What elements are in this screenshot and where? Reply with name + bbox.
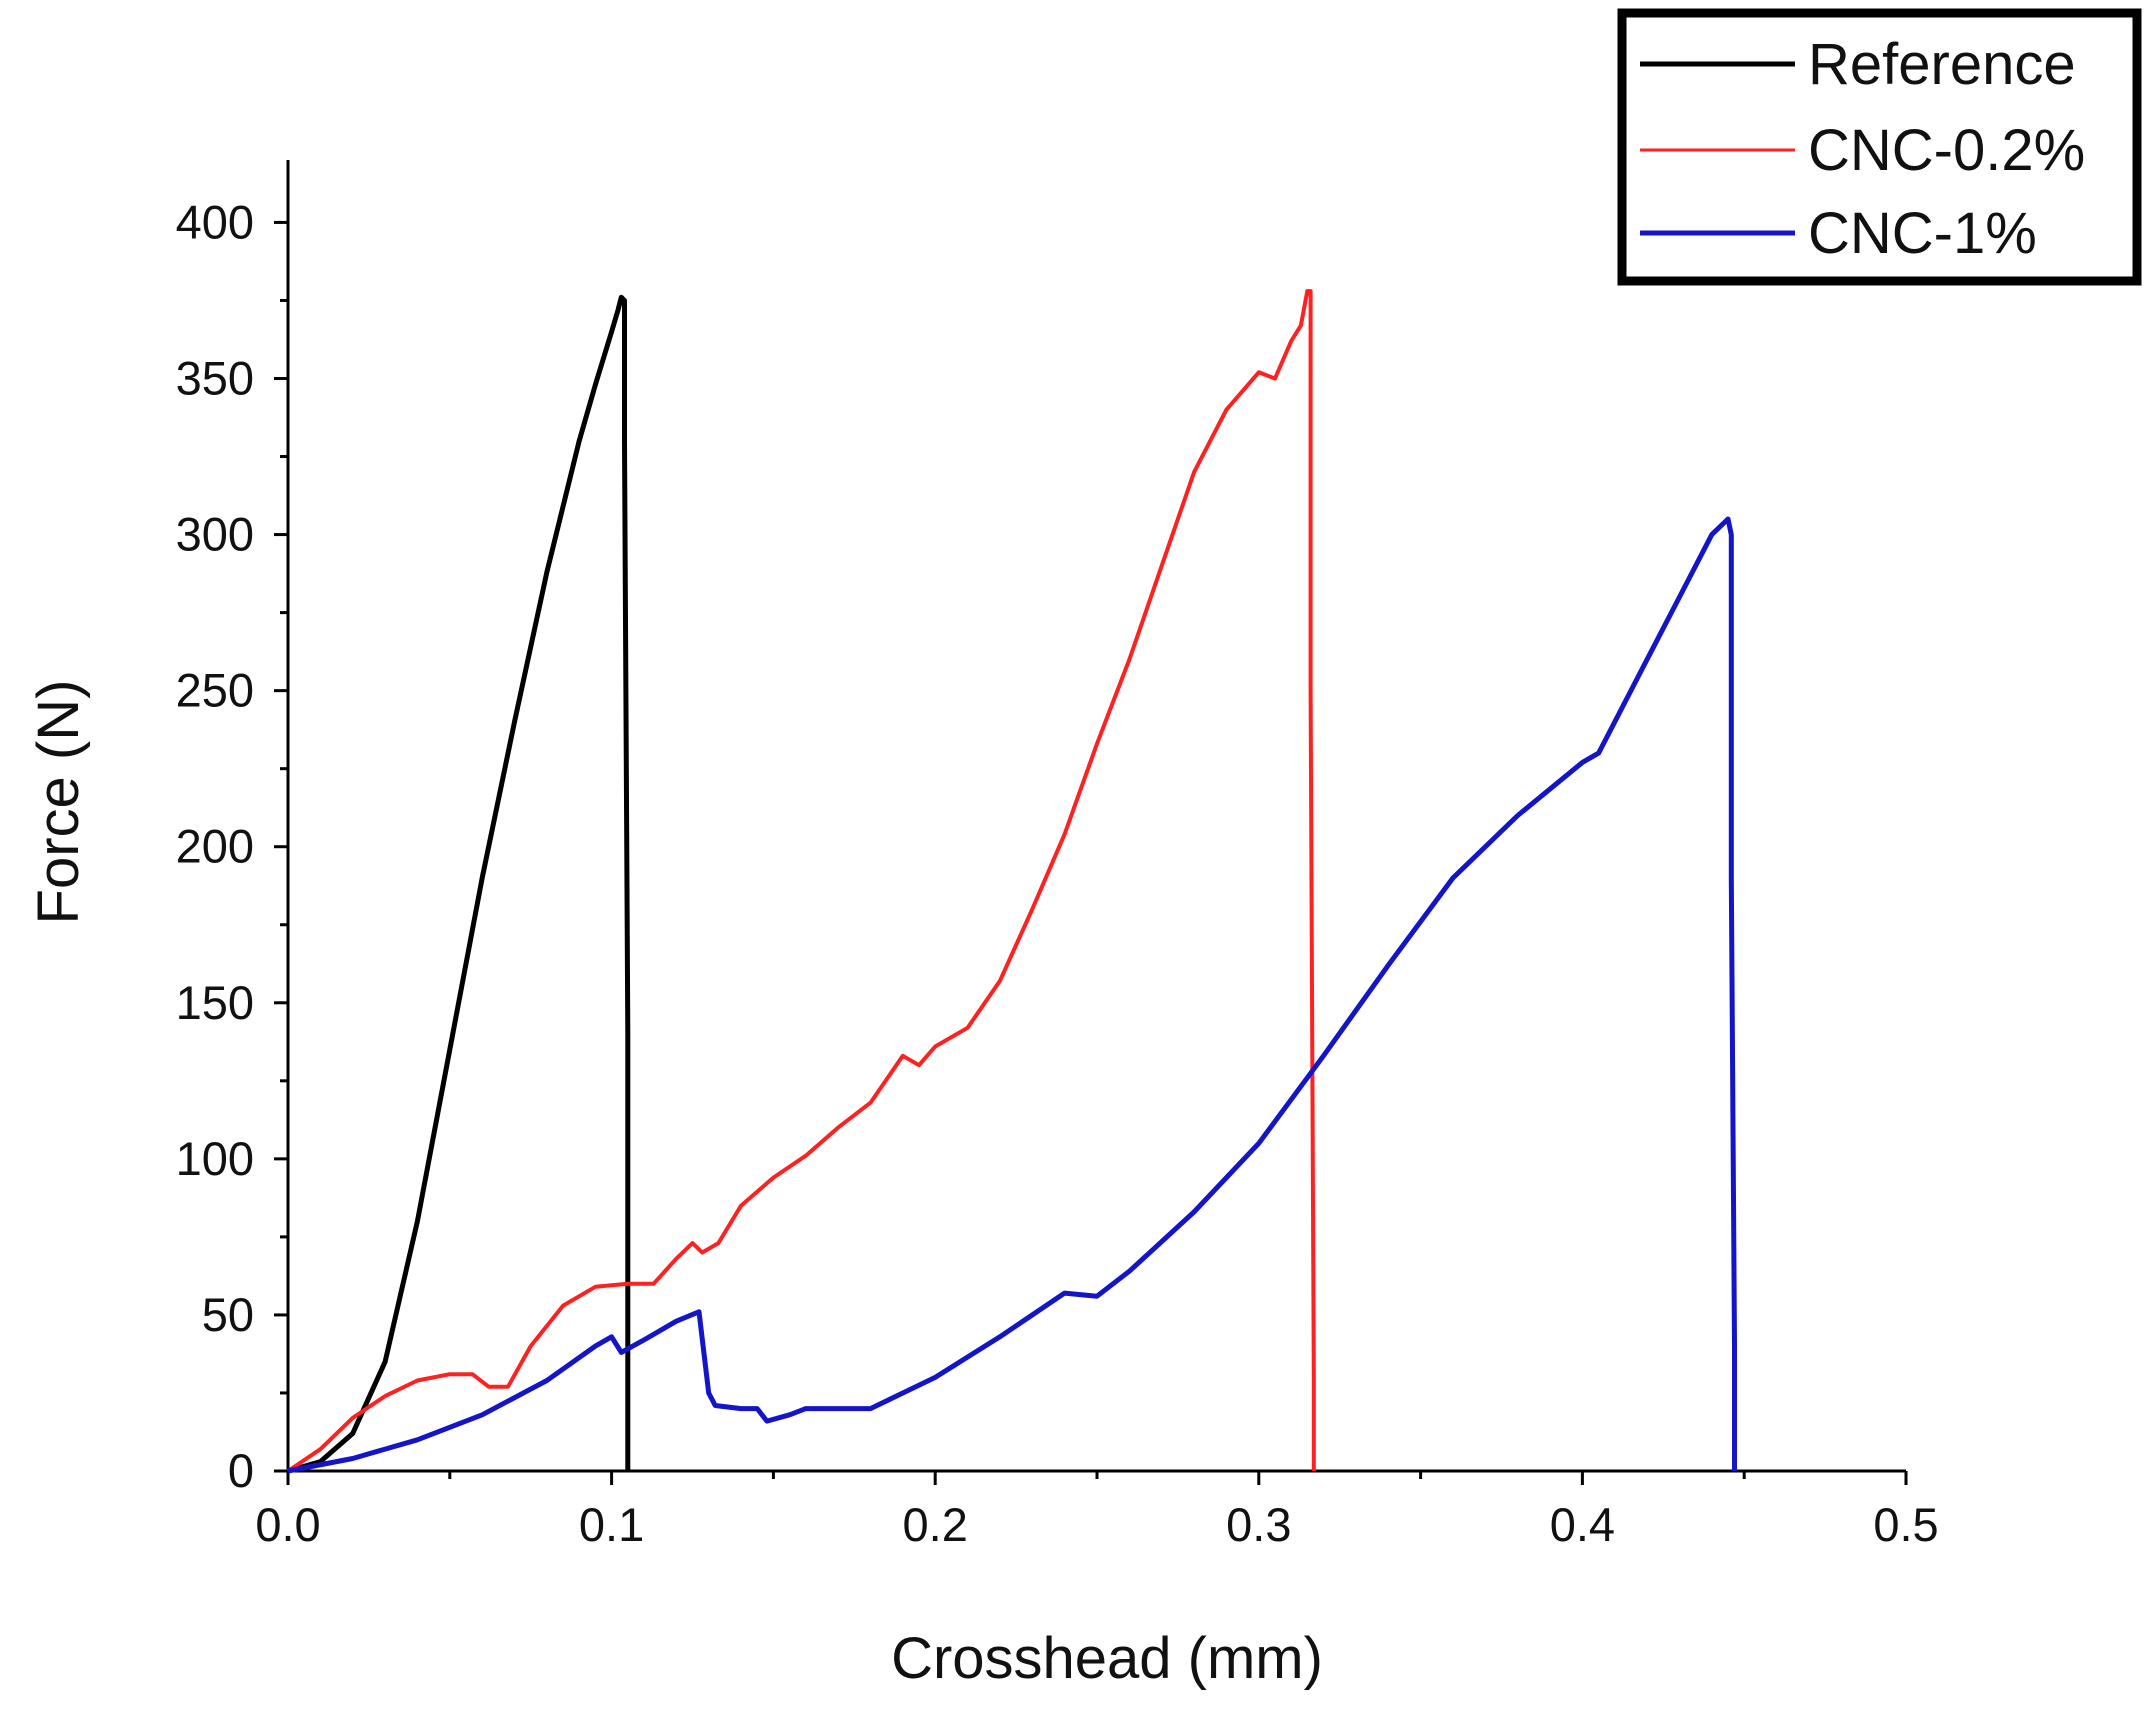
x-tick-label: 0.0	[255, 1498, 320, 1551]
series-line-cnc-1	[287, 516, 1737, 1474]
series-line-cnc-0-2	[286, 289, 1316, 1473]
legend-entry-cnc-1: CNC-1%	[1640, 201, 2037, 266]
legend-label-reference: Reference	[1808, 32, 2076, 97]
x-tick-label: 0.3	[1226, 1498, 1291, 1551]
x-axis-title: Crosshead (mm)	[891, 1626, 1323, 1691]
legend-label-cnc-1: CNC-1%	[1808, 201, 2037, 266]
series-line-reference	[287, 294, 631, 1474]
legend-label-cnc-0-2: CNC-0.2%	[1808, 118, 2085, 183]
x-tick-label: 0.1	[579, 1498, 644, 1551]
legend-entry-reference: Reference	[1640, 32, 2076, 97]
legend-box	[1617, 8, 2142, 286]
y-tick-label: 200	[176, 820, 254, 873]
y-tick-label: 50	[202, 1288, 254, 1341]
series-layer	[286, 289, 1737, 1474]
legend: Reference CNC-0.2% CNC-1%	[1617, 8, 2142, 286]
axes: 0.0 0.1 0.2 0.3 0.4 0.5 0 50 100 150 200 250 300 350 4…	[176, 160, 1939, 1551]
x-tick-label: 0.2	[903, 1498, 968, 1551]
y-tick-label: 250	[176, 664, 254, 717]
y-tick-label: 150	[176, 976, 254, 1029]
legend-entry-cnc-0-2: CNC-0.2%	[1640, 118, 2085, 183]
y-tick-label: 0	[228, 1444, 254, 1497]
x-tick-label: 0.4	[1550, 1498, 1615, 1551]
x-tick-label: 0.5	[1873, 1498, 1938, 1551]
y-tick-label: 100	[176, 1132, 254, 1185]
y-tick-label: 350	[176, 352, 254, 405]
y-tick-label: 400	[176, 195, 254, 248]
y-tick-label: 300	[176, 508, 254, 561]
y-axis-title: Force (N)	[26, 680, 91, 925]
